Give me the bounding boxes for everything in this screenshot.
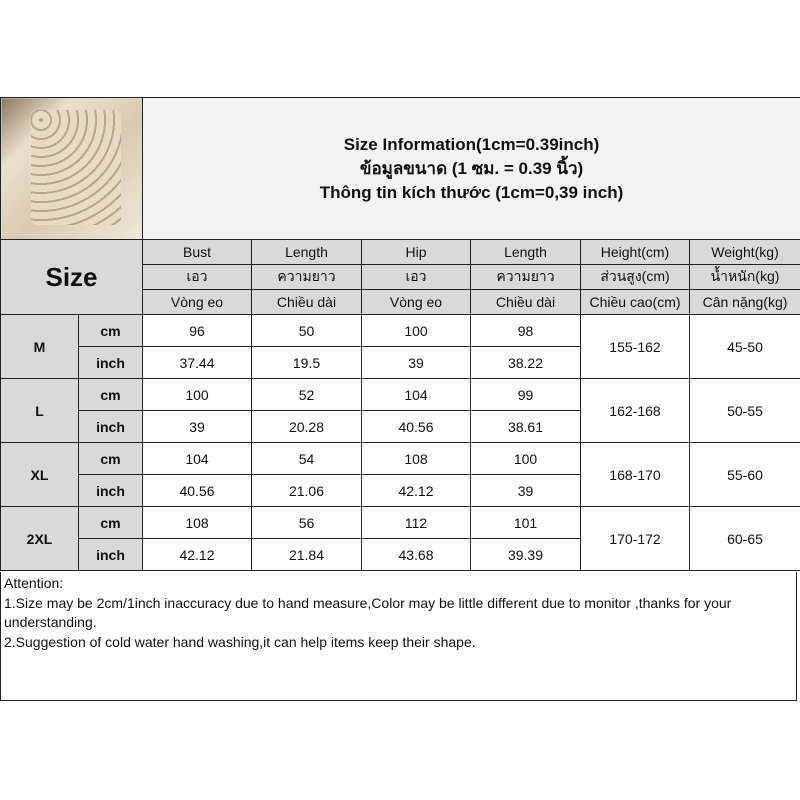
height-cell: 170-172 [580, 506, 690, 571]
unit-label: inch [78, 474, 143, 507]
unit-label: inch [78, 410, 143, 443]
product-photo [0, 97, 143, 240]
weight-cell: 50-55 [688, 378, 800, 443]
measurement-cell: 108 [142, 506, 252, 539]
column-header: น้ำหนัก(kg) [688, 264, 800, 290]
header-row: Size Bust Length Hip Length Height(cm) Weight(… [0, 239, 800, 315]
measurement-cell: 99 [470, 378, 581, 411]
size-label: XL [0, 442, 79, 507]
unit-label: inch [78, 346, 143, 379]
table-row: inch 42.12 21.84 43.68 39.39 [1, 538, 800, 571]
measurement-cell: 101 [470, 506, 581, 539]
measurement-cell: 42.12 [361, 474, 471, 507]
column-header: Hip [361, 239, 471, 265]
weight-cell: 55-60 [688, 442, 800, 507]
measurement-cell: 21.84 [251, 538, 362, 571]
table-row: inch 39 20.28 40.56 38.61 [1, 410, 800, 443]
column-header: Height(cm) [580, 239, 690, 265]
unit-label: cm [78, 378, 143, 411]
column-header: Chiều cao(cm) [580, 289, 690, 315]
measurement-cell: 54 [251, 442, 362, 475]
column-header: ส่วนสูง(cm) [580, 264, 690, 290]
measurement-cell: 37.44 [142, 346, 252, 379]
height-cell: 155-162 [580, 314, 690, 379]
measurement-cell: 52 [251, 378, 362, 411]
size-label: 2XL [0, 506, 79, 571]
table-row: 2XL cm 108 56 112 101 170-172 60-65 [0, 506, 800, 571]
measurement-cell: 21.06 [251, 474, 362, 507]
column-header: Vòng eo [142, 289, 252, 315]
measurement-cell: 50 [251, 314, 362, 347]
column-header: เอว [361, 264, 471, 290]
size-chart-table: Size Information(1cm=0.39inch) ข้อมูลขนา… [0, 97, 800, 571]
column-header: เอว [142, 264, 252, 290]
measurement-cell: 20.28 [251, 410, 362, 443]
attention-item-1: 1.Size may be 2cm/1inch inaccuracy due t… [4, 594, 732, 631]
column-header: ความยาว [470, 264, 581, 290]
measurement-cell: 100 [142, 378, 252, 411]
size-header: Size [0, 239, 143, 315]
measurement-cell: 100 [470, 442, 581, 475]
title-vi: Thông tin kích thước (1cm=0,39 inch) [319, 182, 624, 202]
unit-label: cm [78, 314, 143, 347]
column-header: Bust [142, 239, 252, 265]
pajama-image [31, 110, 121, 225]
measurement-cell: 112 [361, 506, 471, 539]
attention-item-2: 2.Suggestion of cold water hand washing,… [4, 633, 476, 650]
header-row: เอว ความยาว เอว ความยาว ส่วนสูง(cm) น้ำหนัก(k… [1, 264, 800, 290]
size-label: M [0, 314, 79, 379]
measurement-cell: 104 [361, 378, 471, 411]
column-header: Length [251, 239, 362, 265]
weight-cell: 60-65 [688, 506, 800, 571]
height-cell: 168-170 [580, 442, 690, 507]
height-cell: 162-168 [580, 378, 690, 443]
table-row: XL cm 104 54 108 100 168-170 55-60 [0, 442, 800, 507]
table-row: inch 37.44 19.5 39 38.22 [1, 346, 800, 379]
header-row: Vòng eo Chiều dài Vòng eo Chiều dài Chiều ca… [1, 289, 800, 315]
measurement-cell: 39 [142, 410, 252, 443]
column-header: Cân nặng(kg) [688, 289, 800, 315]
column-header: Chiều dài [470, 289, 581, 315]
measurement-cell: 38.61 [470, 410, 581, 443]
measurement-cell: 40.56 [361, 410, 471, 443]
unit-label: cm [78, 506, 143, 539]
attention-note: Attention: 1.Size may be 2cm/1inch inacc… [0, 572, 797, 701]
measurement-cell: 98 [470, 314, 581, 347]
measurement-cell: 39 [470, 474, 581, 507]
size-label: L [0, 378, 79, 443]
unit-label: cm [78, 442, 143, 475]
measurement-cell: 19.5 [251, 346, 362, 379]
column-header: ความยาว [251, 264, 362, 290]
measurement-cell: 104 [142, 442, 252, 475]
title-cell: Size Information(1cm=0.39inch) ข้อมูลขนา… [141, 97, 800, 240]
title-th: ข้อมูลขนาด (1 ซม. = 0.39 นิ้ว) [359, 158, 584, 178]
attention-title: Attention: [4, 575, 64, 591]
measurement-cell: 100 [361, 314, 471, 347]
measurement-cell: 108 [361, 442, 471, 475]
title-en: Size Information(1cm=0.39inch) [343, 134, 600, 154]
measurement-cell: 38.22 [470, 346, 581, 379]
weight-cell: 45-50 [688, 314, 800, 379]
unit-label: inch [78, 538, 143, 571]
measurement-cell: 42.12 [142, 538, 252, 571]
column-header: Length [470, 239, 581, 265]
column-header: Weight(kg) [688, 239, 800, 265]
measurement-cell: 40.56 [142, 474, 252, 507]
column-header: Vòng eo [361, 289, 471, 315]
measurement-cell: 43.68 [361, 538, 471, 571]
measurement-cell: 39.39 [470, 538, 581, 571]
measurement-cell: 96 [142, 314, 252, 347]
measurement-cell: 39 [361, 346, 471, 379]
column-header: Chiều dài [251, 289, 362, 315]
measurement-cell: 56 [251, 506, 362, 539]
